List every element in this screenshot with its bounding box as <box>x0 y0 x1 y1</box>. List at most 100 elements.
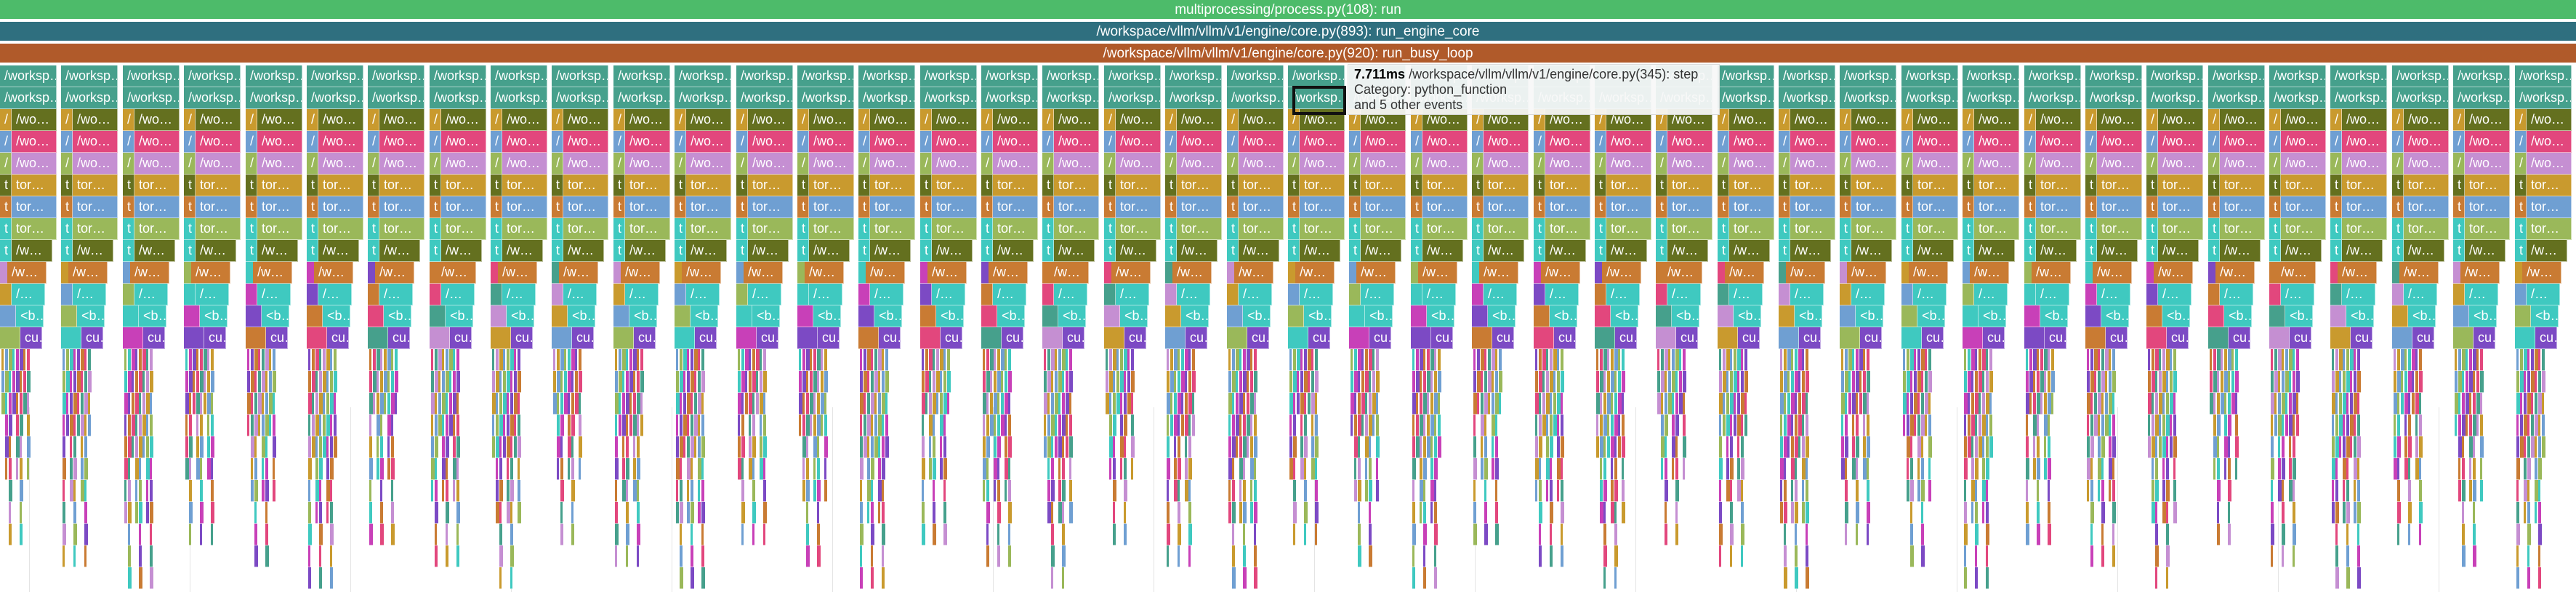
flame-slice[interactable] <box>380 524 384 545</box>
flame-slice[interactable] <box>1472 305 1488 327</box>
flame-slice[interactable]: <b… <box>1550 305 1578 327</box>
flame-slice[interactable]: / <box>2269 109 2281 131</box>
flame-slice[interactable]: / <box>184 109 196 131</box>
flame-slice[interactable] <box>9 480 12 502</box>
flame-slice[interactable]: / <box>2024 153 2036 175</box>
flame-slice[interactable] <box>860 393 864 415</box>
flame-slice[interactable]: t <box>2024 240 2036 262</box>
flame-slice[interactable]: /w… <box>441 240 482 262</box>
flame-slice[interactable]: / <box>1165 153 1177 175</box>
flame-slice[interactable] <box>633 371 635 393</box>
flame-slice[interactable] <box>1254 393 1256 415</box>
flame-slice[interactable] <box>1845 480 1848 502</box>
flame-slice[interactable] <box>2033 393 2036 415</box>
flame-slice[interactable] <box>200 502 204 524</box>
flame-slice[interactable] <box>1351 349 1353 371</box>
flame-slice[interactable] <box>802 349 805 371</box>
flame-slice[interactable] <box>2101 415 2104 436</box>
flame-slice[interactable] <box>1859 393 1862 415</box>
flame-slice[interactable] <box>1315 393 1317 415</box>
flame-slice[interactable] <box>16 415 19 436</box>
flame-slice[interactable] <box>568 393 570 415</box>
flame-slice[interactable] <box>1434 567 1437 589</box>
flame-slice[interactable] <box>994 458 997 480</box>
flame-slice[interactable] <box>691 480 693 502</box>
flame-slice[interactable] <box>691 371 694 393</box>
flame-slice[interactable] <box>2217 458 2220 480</box>
flame-slice[interactable]: /wo… <box>73 131 118 153</box>
flame-slice[interactable] <box>2166 371 2168 393</box>
flame-slice[interactable] <box>2480 349 2483 371</box>
flame-slice[interactable] <box>16 393 18 415</box>
flame-slice[interactable] <box>2394 436 2396 458</box>
flame-slice[interactable]: t <box>2024 196 2036 218</box>
flame-slice[interactable] <box>752 458 754 480</box>
flame-slice[interactable] <box>2037 371 2040 393</box>
flame-slice[interactable] <box>2538 545 2540 567</box>
flame-slice[interactable] <box>1109 349 1112 371</box>
flame-slice[interactable]: /wo… <box>748 109 793 131</box>
flame-slice[interactable] <box>1167 524 1170 545</box>
flame-slice[interactable] <box>2087 480 2089 502</box>
flame-slice[interactable]: / <box>123 131 134 153</box>
flame-slice[interactable]: /worksp… <box>368 87 424 109</box>
flame-slice[interactable] <box>2473 436 2475 458</box>
flame-slice[interactable]: / <box>2330 109 2342 131</box>
flame-slice[interactable] <box>2228 436 2230 458</box>
flame-slice[interactable] <box>73 393 77 415</box>
flame-slice[interactable]: / <box>2453 109 2465 131</box>
flame-slice[interactable] <box>2524 502 2526 524</box>
flame-slice[interactable] <box>1376 458 1378 480</box>
flame-slice[interactable] <box>312 415 315 436</box>
flame-slice[interactable] <box>936 371 940 393</box>
flame-slice[interactable] <box>929 371 931 393</box>
flame-slice[interactable] <box>1423 480 1425 502</box>
flame-slice[interactable] <box>2339 415 2343 436</box>
flame-slice[interactable]: t <box>1779 240 1790 262</box>
flame-slice[interactable] <box>1622 436 1625 458</box>
flame-slice[interactable] <box>1600 393 1602 415</box>
flame-slice[interactable]: t <box>123 175 134 196</box>
flame-slice[interactable] <box>1975 502 1978 524</box>
flame-slice[interactable] <box>1427 393 1429 415</box>
flame-slice[interactable] <box>2228 349 2231 371</box>
flame-slice[interactable] <box>510 458 513 480</box>
flame-slice[interactable] <box>1614 371 1617 393</box>
flame-slice[interactable] <box>387 393 390 415</box>
flame-slice[interactable] <box>1726 458 1729 480</box>
flame-slice[interactable] <box>23 393 27 415</box>
flame-slice[interactable] <box>430 262 437 284</box>
flame-slice[interactable] <box>308 393 312 415</box>
flame-slice[interactable] <box>1718 305 1734 327</box>
flame-slice[interactable] <box>491 262 498 284</box>
flame-slice[interactable] <box>1798 349 1802 371</box>
flame-slice[interactable]: tor… <box>563 175 608 196</box>
flame-slice[interactable] <box>687 349 689 371</box>
flame-slice[interactable] <box>1066 436 1068 458</box>
flame-slice[interactable] <box>380 458 384 480</box>
flame-slice[interactable] <box>752 436 756 458</box>
flame-slice[interactable] <box>997 393 999 415</box>
flame-slice[interactable] <box>943 349 946 371</box>
flame-slice[interactable]: tor… <box>625 218 670 240</box>
flame-slice[interactable] <box>1901 327 1922 349</box>
flame-slice[interactable] <box>1672 371 1675 393</box>
flame-slice[interactable]: tor… <box>12 196 57 218</box>
flame-slice[interactable] <box>752 349 755 371</box>
flame-slice[interactable]: / <box>1165 131 1177 153</box>
flame-slice[interactable] <box>27 349 30 371</box>
flame-slice[interactable]: t <box>858 196 870 218</box>
flame-slice[interactable] <box>1289 349 1292 371</box>
flame-slice[interactable] <box>1473 415 1476 436</box>
flame-slice[interactable] <box>2101 502 2105 524</box>
flame-slice[interactable]: tor… <box>1851 218 1896 240</box>
flame-slice[interactable] <box>553 371 556 393</box>
flame-slice[interactable] <box>499 545 503 567</box>
flame-slice[interactable] <box>377 393 379 415</box>
flame-slice[interactable] <box>189 349 192 371</box>
flame-slice[interactable] <box>701 371 705 393</box>
flame-slice[interactable] <box>2037 524 2040 545</box>
flame-slice[interactable] <box>1867 480 1869 502</box>
flame-slice[interactable] <box>940 349 943 371</box>
flame-slice[interactable] <box>571 371 573 393</box>
